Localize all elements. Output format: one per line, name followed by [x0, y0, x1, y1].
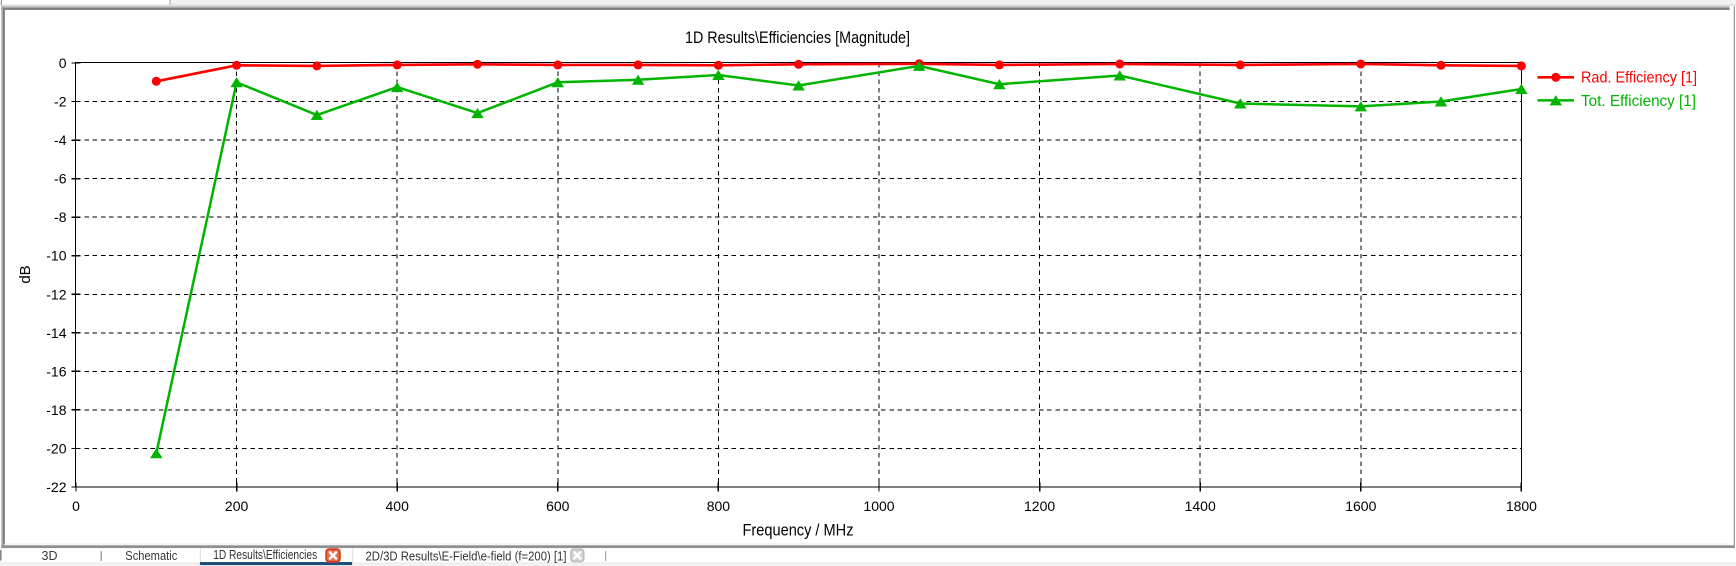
- svg-text:400: 400: [386, 498, 410, 514]
- svg-text:-6: -6: [54, 171, 67, 187]
- svg-text:1600: 1600: [1345, 498, 1376, 514]
- svg-text:-14: -14: [46, 325, 66, 341]
- svg-text:1800: 1800: [1506, 498, 1537, 514]
- svg-text:1200: 1200: [1024, 498, 1055, 514]
- svg-text:Schematic: Schematic: [125, 549, 177, 563]
- svg-text:Rad. Efficiency [1]: Rad. Efficiency [1]: [1581, 70, 1697, 87]
- svg-text:0: 0: [59, 55, 67, 71]
- svg-text:-2: -2: [54, 94, 67, 110]
- svg-text:800: 800: [707, 498, 731, 514]
- svg-text:0: 0: [72, 498, 80, 514]
- svg-text:-8: -8: [54, 209, 67, 225]
- svg-text:200: 200: [225, 498, 249, 514]
- svg-text:Frequency / MHz: Frequency / MHz: [743, 521, 854, 540]
- svg-text:1D Results\Efficiencies [Magni: 1D Results\Efficiencies [Magnitude]: [685, 28, 910, 47]
- svg-text:Tot. Efficiency [1]: Tot. Efficiency [1]: [1581, 93, 1696, 110]
- svg-text:600: 600: [546, 498, 570, 514]
- svg-text:dB: dB: [17, 265, 34, 283]
- svg-text:-12: -12: [46, 286, 66, 302]
- svg-text:-10: -10: [46, 248, 66, 264]
- svg-text:2D/3D Results\E-Field\e-field: 2D/3D Results\E-Field\e-field (f=200) [1…: [366, 549, 567, 563]
- svg-text:-4: -4: [54, 132, 67, 148]
- svg-text:-18: -18: [46, 402, 66, 418]
- svg-text:3D: 3D: [42, 549, 58, 563]
- svg-text:1000: 1000: [863, 498, 894, 514]
- svg-text:1D Results\Efficiencies: 1D Results\Efficiencies: [213, 548, 317, 562]
- svg-text:1400: 1400: [1185, 498, 1216, 514]
- svg-text:-20: -20: [46, 441, 66, 457]
- svg-text:-16: -16: [46, 363, 66, 379]
- svg-text:-22: -22: [46, 479, 66, 495]
